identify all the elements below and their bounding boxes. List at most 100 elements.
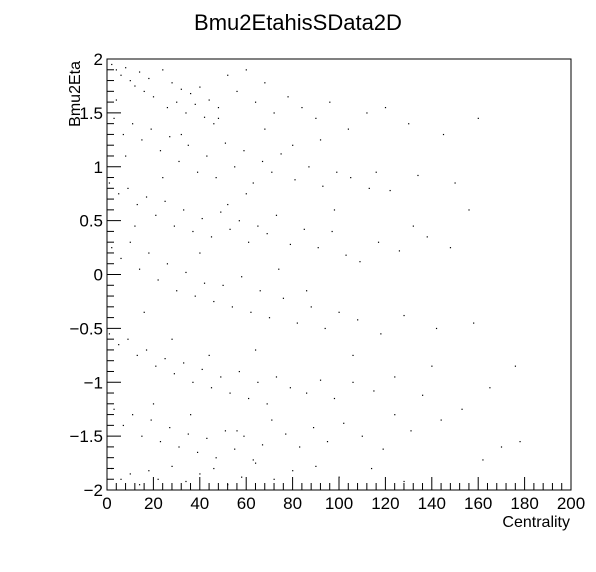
x-axis-label: Centrality xyxy=(502,514,570,531)
data-point xyxy=(196,451,199,453)
data-point xyxy=(336,171,338,173)
data-point xyxy=(345,254,347,256)
data-point xyxy=(215,177,217,179)
data-point xyxy=(338,311,340,313)
data-point xyxy=(431,365,433,367)
data-point xyxy=(296,322,298,324)
y-tick-label: −0.5 xyxy=(69,319,103,338)
data-point xyxy=(143,90,145,93)
data-point xyxy=(331,230,333,233)
data-point xyxy=(129,473,131,475)
data-point xyxy=(178,160,180,163)
data-point xyxy=(368,187,370,189)
data-point xyxy=(248,241,250,243)
data-point xyxy=(234,448,236,450)
data-point xyxy=(254,349,257,351)
data-point xyxy=(187,144,189,146)
data-point xyxy=(333,397,336,400)
data-point xyxy=(127,338,129,340)
data-point xyxy=(361,435,363,437)
y-tick-label: −1.5 xyxy=(69,427,103,446)
data-point xyxy=(152,96,155,98)
data-point xyxy=(155,214,157,216)
data-point xyxy=(176,290,178,292)
data-point xyxy=(113,408,115,410)
data-point xyxy=(155,365,157,367)
data-point xyxy=(120,257,122,260)
data-point xyxy=(352,354,354,357)
data-point xyxy=(417,174,419,177)
data-point xyxy=(122,133,124,136)
data-point xyxy=(134,225,136,227)
data-point xyxy=(394,376,396,378)
data-point xyxy=(199,86,201,88)
data-point xyxy=(138,268,141,270)
data-point xyxy=(136,203,138,206)
data-point xyxy=(322,185,324,187)
data-point xyxy=(185,480,187,483)
data-point xyxy=(285,433,287,435)
data-point xyxy=(199,473,201,475)
data-point xyxy=(319,379,322,381)
data-point xyxy=(261,160,264,163)
data-point xyxy=(231,306,233,308)
data-point xyxy=(294,179,296,181)
data-point xyxy=(136,354,138,357)
y-tick-label: −1 xyxy=(84,373,103,392)
data-point xyxy=(292,144,294,146)
data-point xyxy=(264,82,266,84)
data-point xyxy=(210,387,213,389)
data-point xyxy=(412,225,414,227)
data-point xyxy=(352,381,354,383)
data-point xyxy=(468,209,470,211)
x-tick-label: 20 xyxy=(144,494,163,513)
chart-title: Bmu2EtahisSData2D xyxy=(194,10,402,35)
data-point xyxy=(180,133,182,136)
data-point xyxy=(245,69,247,71)
data-point xyxy=(268,317,271,319)
data-point xyxy=(132,123,134,125)
data-point xyxy=(213,123,215,125)
y-tick-label: −2 xyxy=(84,481,103,500)
data-point xyxy=(145,196,148,198)
data-point xyxy=(252,459,254,461)
y-tick-label: 0.5 xyxy=(79,212,103,231)
data-point xyxy=(461,408,463,410)
data-point xyxy=(183,362,185,364)
data-point xyxy=(166,106,169,109)
data-point xyxy=(129,80,131,82)
data-point xyxy=(118,344,120,346)
data-point xyxy=(306,290,308,292)
data-point xyxy=(398,250,401,252)
data-point xyxy=(229,228,231,230)
data-point xyxy=(338,476,340,478)
data-point xyxy=(220,211,222,213)
data-point xyxy=(113,117,115,119)
data-point xyxy=(275,214,278,216)
data-point xyxy=(273,112,275,114)
data-point xyxy=(115,69,117,71)
y-tick-label: 2 xyxy=(94,50,103,69)
y-tick-label: 0 xyxy=(94,266,103,285)
data-point xyxy=(359,261,361,263)
data-point xyxy=(173,373,175,375)
data-point xyxy=(326,441,329,443)
data-point xyxy=(435,327,438,330)
data-point xyxy=(134,85,136,87)
data-point xyxy=(310,306,312,308)
data-point xyxy=(215,457,217,459)
data-point xyxy=(185,271,187,274)
data-point xyxy=(178,446,180,448)
plot-frame xyxy=(106,58,572,491)
data-point xyxy=(111,63,113,66)
data-point xyxy=(224,430,227,432)
data-point xyxy=(315,117,317,119)
data-point xyxy=(111,247,113,249)
data-point xyxy=(220,376,222,378)
data-point xyxy=(306,392,308,394)
x-tick-label: 40 xyxy=(190,494,209,513)
data-point xyxy=(115,99,117,101)
data-point xyxy=(229,392,231,394)
data-point xyxy=(206,437,208,439)
